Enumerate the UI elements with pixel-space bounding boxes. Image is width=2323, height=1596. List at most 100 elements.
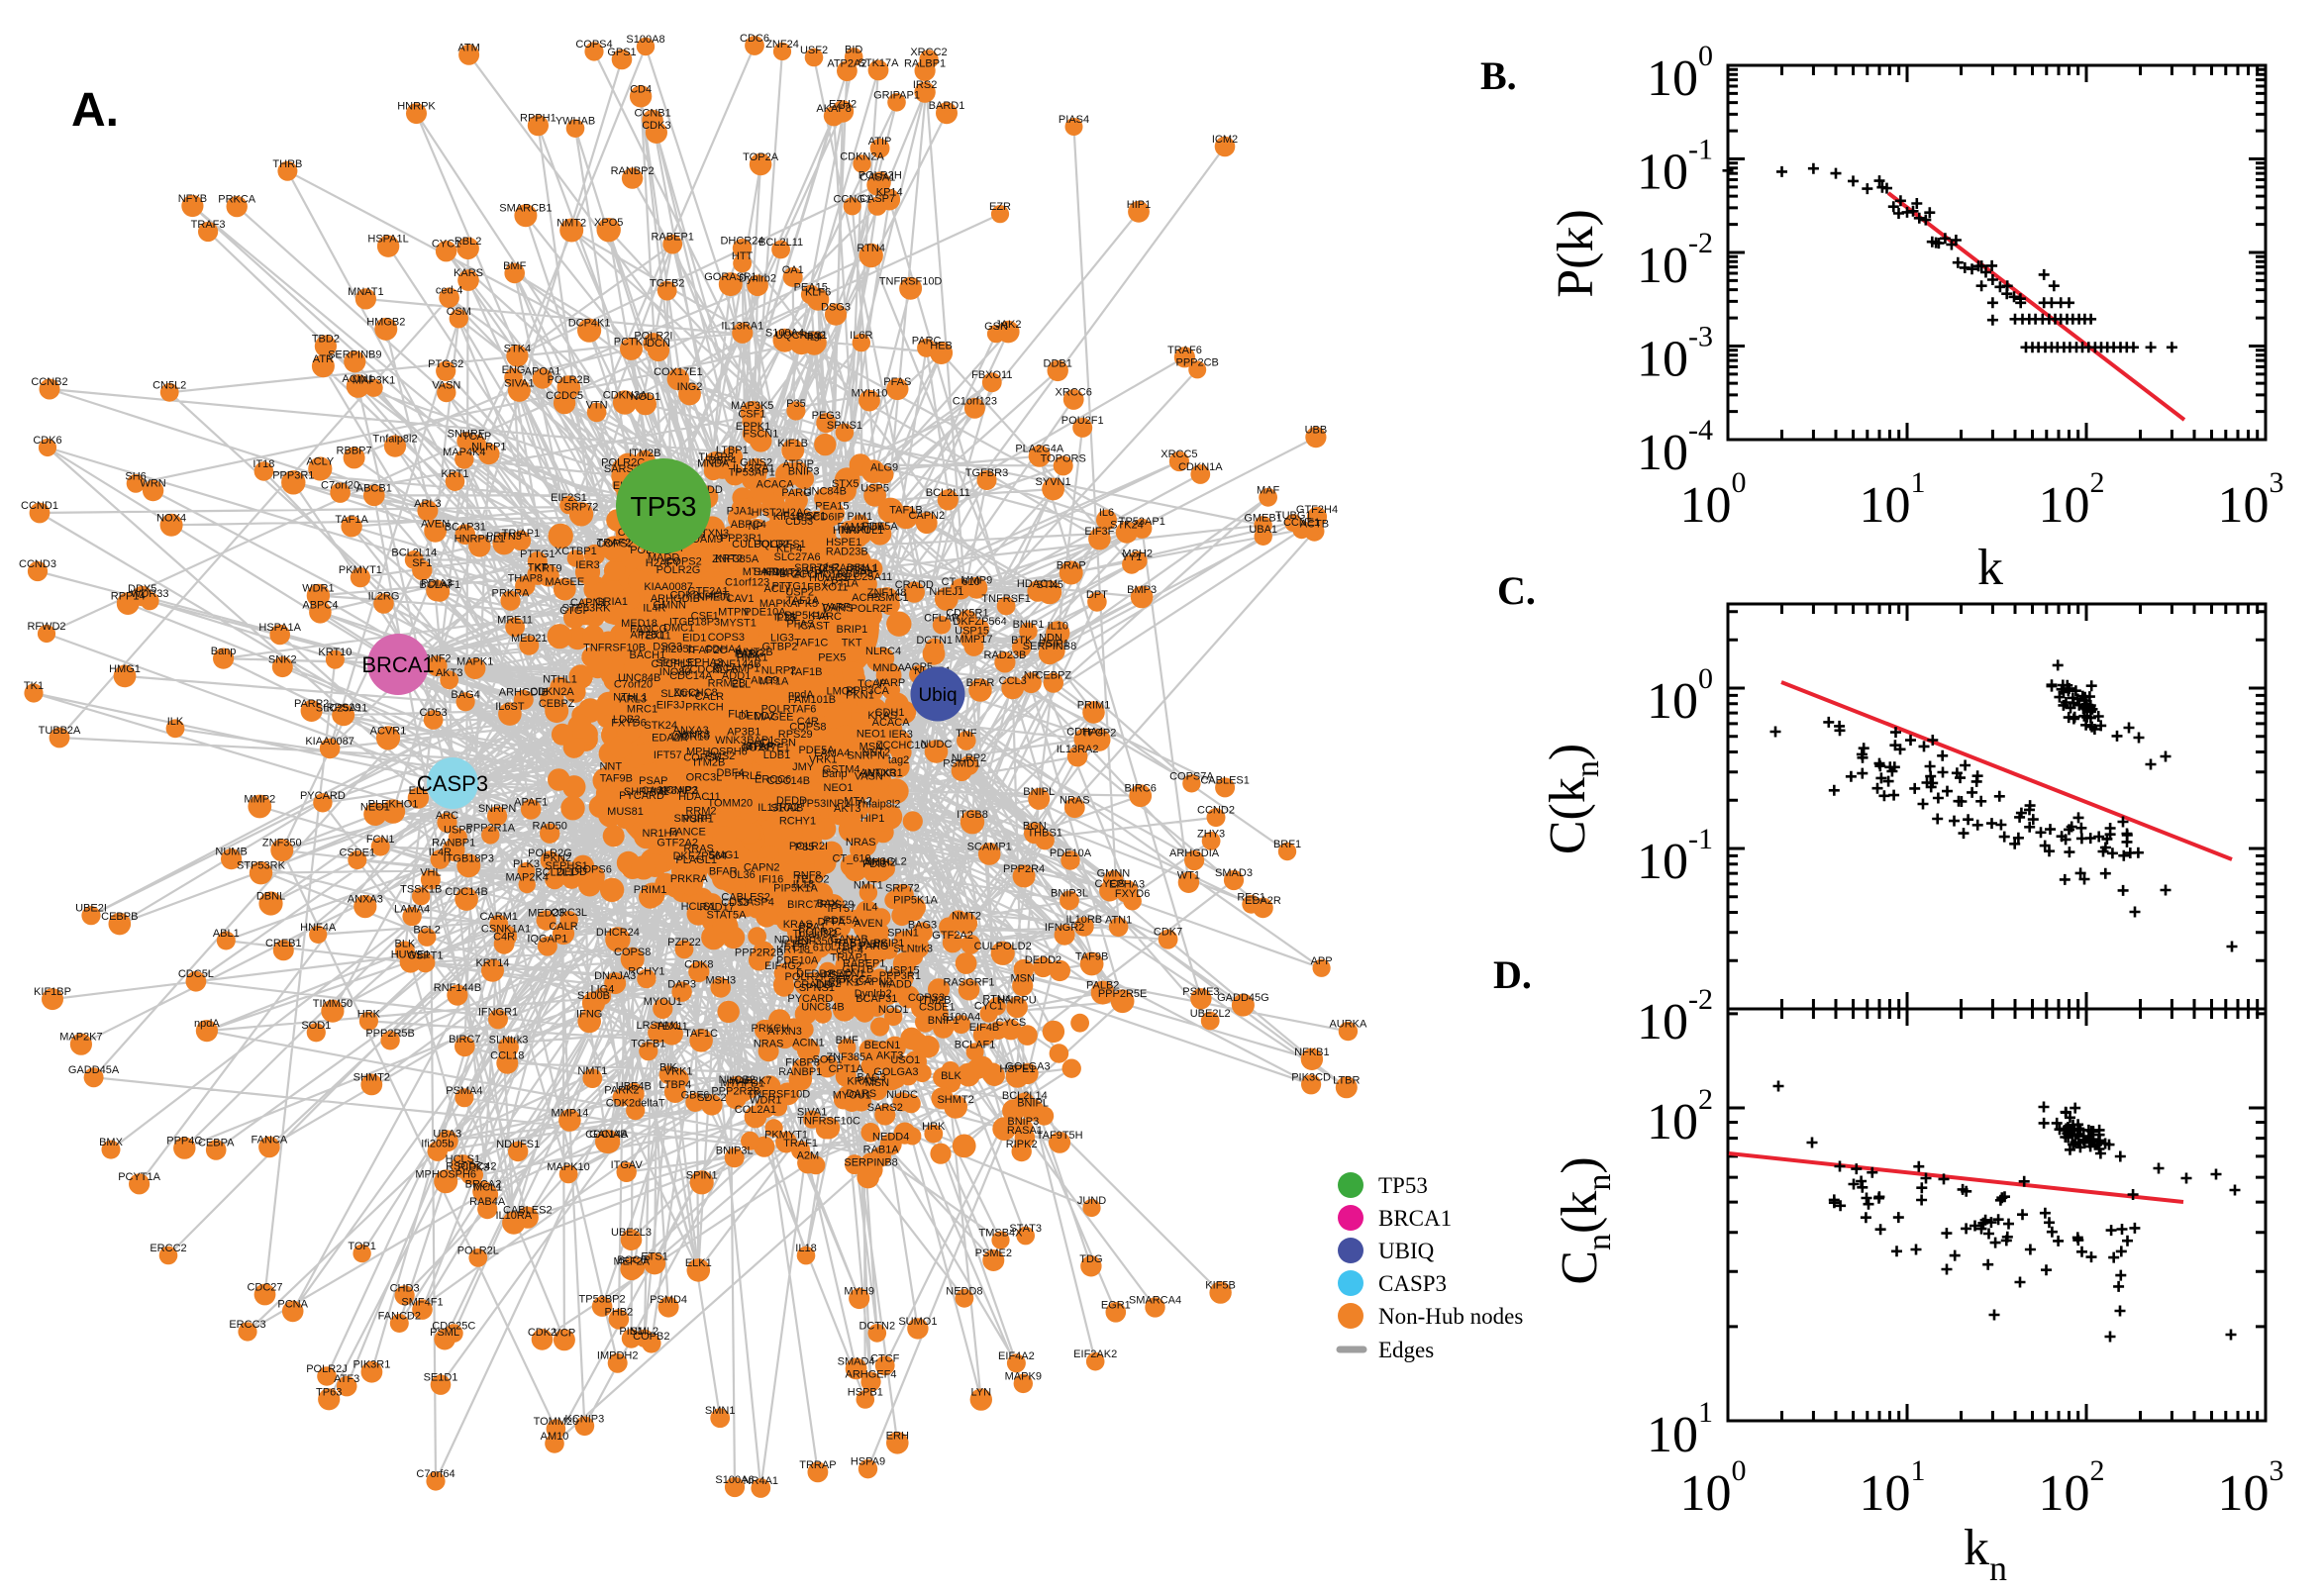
svg-text:TDG: TDG [1079, 1253, 1102, 1265]
svg-text:BRF1: BRF1 [1273, 839, 1301, 850]
svg-text:CCNB1: CCNB1 [634, 107, 670, 119]
svg-text:PSMD1: PSMD1 [943, 758, 980, 770]
svg-text:BMF: BMF [503, 260, 527, 272]
svg-text:C7orf20: C7orf20 [614, 679, 653, 691]
svg-text:CCNG1: CCNG1 [833, 193, 871, 205]
svg-text:PYCARD: PYCARD [300, 790, 346, 802]
svg-text:CAPN1: CAPN1 [570, 597, 607, 609]
svg-text:ACLY: ACLY [306, 456, 335, 468]
svg-text:EIF2S1: EIF2S1 [551, 492, 587, 504]
svg-text:MSN: MSN [865, 1077, 890, 1089]
svg-text:DCN: DCN [647, 338, 670, 349]
svg-text:IL4R: IL4R [429, 847, 452, 858]
svg-text:S100B: S100B [577, 990, 610, 1002]
svg-text:TRAF3: TRAF3 [191, 219, 226, 231]
svg-text:MSH2: MSH2 [1122, 548, 1153, 559]
svg-text:IL10RB: IL10RB [1065, 914, 1102, 926]
svg-text:PPP4C: PPP4C [166, 1136, 202, 1147]
svg-text:BNIP1: BNIP1 [1013, 619, 1045, 631]
svg-text:PIM1: PIM1 [847, 511, 872, 523]
svg-text:HTT: HTT [732, 250, 754, 262]
svg-text:BNIP1: BNIP1 [928, 1015, 960, 1027]
svg-text:BIRC7: BIRC7 [449, 1034, 480, 1046]
svg-text:EZH2: EZH2 [829, 99, 857, 111]
svg-text:RIPK2: RIPK2 [1006, 1139, 1038, 1150]
svg-text:RAB4A: RAB4A [469, 1196, 506, 1208]
svg-text:SF1: SF1 [806, 511, 826, 523]
svg-text:GPS1: GPS1 [607, 47, 636, 58]
svg-text:SOD1: SOD1 [813, 1053, 843, 1065]
svg-text:DCTN1: DCTN1 [916, 635, 953, 647]
svg-text:PKMYT1: PKMYT1 [764, 1130, 808, 1142]
svg-text:SOD1: SOD1 [301, 1020, 331, 1032]
svg-text:SLNtrk3: SLNtrk3 [660, 688, 700, 700]
svg-text:BCAP31: BCAP31 [856, 993, 897, 1005]
svg-text:MADD: MADD [879, 979, 911, 991]
svg-text:DSG3: DSG3 [821, 302, 851, 314]
svg-text:USP5: USP5 [860, 482, 889, 494]
svg-text:NTHL1: NTHL1 [613, 692, 648, 704]
svg-text:CDK6: CDK6 [33, 435, 61, 447]
svg-text:ATM: ATM [457, 42, 479, 53]
svg-text:MAGEE: MAGEE [545, 576, 584, 588]
svg-text:BNIP3: BNIP3 [1007, 1116, 1039, 1128]
svg-text:RBBP7: RBBP7 [337, 445, 372, 456]
svg-text:DCP4K1: DCP4K1 [568, 318, 611, 330]
svg-text:TBD2: TBD2 [312, 334, 340, 346]
svg-text:RANBP2: RANBP2 [611, 165, 655, 177]
svg-text:ITGAV: ITGAV [611, 1159, 644, 1171]
svg-text:PSAP: PSAP [639, 775, 667, 787]
svg-text:KIF5B: KIF5B [1205, 1280, 1236, 1292]
svg-text:ITM2B: ITM2B [629, 448, 660, 459]
svg-text:SNRPN: SNRPN [847, 749, 885, 761]
svg-text:TELO2: TELO2 [795, 874, 830, 886]
svg-text:SLC27A6: SLC27A6 [774, 551, 821, 563]
svg-text:XRCC6: XRCC6 [1056, 387, 1092, 399]
svg-text:ACIN1: ACIN1 [792, 1038, 824, 1049]
svg-text:GMNN: GMNN [653, 599, 686, 611]
svg-text:YY1: YY1 [1121, 551, 1142, 563]
svg-text:RAD23B: RAD23B [984, 649, 1027, 661]
svg-text:RALBP1: RALBP1 [904, 57, 946, 69]
svg-text:KRT14: KRT14 [475, 957, 509, 969]
svg-text:Ifi205b: Ifi205b [662, 644, 695, 655]
svg-text:PDI3: PDI3 [862, 858, 886, 870]
svg-text:EIF4G2: EIF4G2 [764, 960, 802, 972]
svg-text:SNURF: SNURF [673, 813, 711, 825]
svg-text:TGFBR3: TGFBR3 [965, 467, 1008, 479]
svg-text:CEBPA: CEBPA [198, 1138, 235, 1149]
svg-text:PYCARD: PYCARD [787, 993, 833, 1005]
svg-text:MRE11: MRE11 [497, 614, 533, 626]
svg-text:DBF4: DBF4 [709, 454, 737, 466]
svg-text:SML2: SML2 [630, 1326, 658, 1338]
svg-text:XPO5: XPO5 [594, 217, 623, 229]
svg-text:SF1: SF1 [412, 557, 432, 569]
svg-text:BRAP: BRAP [779, 568, 809, 580]
svg-text:VASN: VASN [855, 771, 883, 783]
svg-text:MAPK10: MAPK10 [547, 1161, 589, 1173]
svg-text:RBL2: RBL2 [454, 236, 482, 248]
svg-text:NEO1: NEO1 [857, 729, 886, 741]
svg-text:BLK: BLK [941, 1070, 961, 1082]
svg-text:DKFZP564: DKFZP564 [673, 850, 727, 862]
svg-text:DCTN2: DCTN2 [858, 1320, 895, 1332]
svg-text:UQCRFS1: UQCRFS1 [754, 539, 806, 550]
svg-text:Edges: Edges [1378, 1338, 1434, 1362]
svg-text:SMARCA4: SMARCA4 [1129, 1294, 1181, 1306]
svg-text:PPA1: PPA1 [799, 922, 826, 934]
svg-text:SIVA1: SIVA1 [504, 377, 534, 389]
svg-text:Banp: Banp [211, 646, 237, 657]
svg-text:HSPA9: HSPA9 [851, 1456, 885, 1468]
svg-text:PPP2R2B: PPP2R2B [735, 948, 784, 959]
svg-text:KRT10: KRT10 [318, 647, 352, 658]
svg-text:EIF4A2: EIF4A2 [998, 1350, 1035, 1362]
svg-text:COL2A1: COL2A1 [735, 1104, 776, 1116]
svg-text:VTN: VTN [586, 399, 608, 411]
svg-text:AKAP8: AKAP8 [816, 103, 851, 115]
svg-text:ATN1: ATN1 [1105, 914, 1132, 926]
svg-text:OA1: OA1 [782, 264, 804, 276]
svg-text:MMP9: MMP9 [960, 575, 992, 587]
svg-text:DBNL: DBNL [256, 891, 285, 903]
svg-text:UBA1: UBA1 [1249, 524, 1277, 536]
svg-text:GADD45A: GADD45A [68, 1064, 120, 1076]
